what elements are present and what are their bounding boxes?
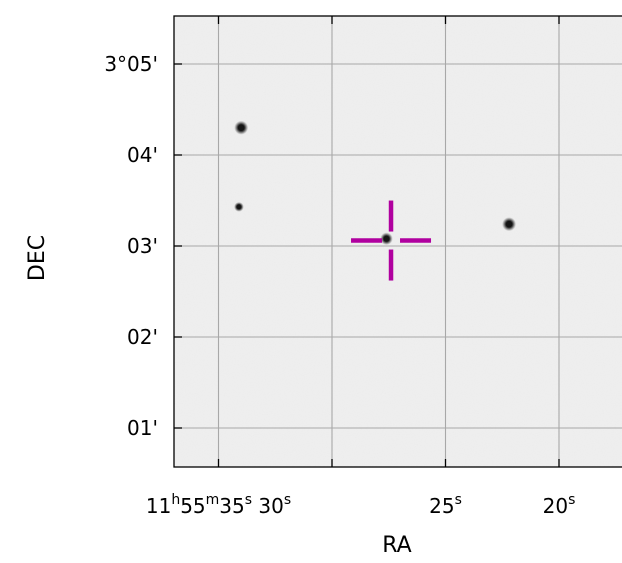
- x-tick-label-part: 30: [252, 494, 284, 518]
- sources: [234, 120, 517, 246]
- y-tick-label: 04': [127, 143, 158, 167]
- source-point: [236, 204, 242, 210]
- x-tick-labels: 11h55m35s 30s 25s 20s: [146, 492, 576, 518]
- x-tick-label: 11h55m35s 30s: [146, 492, 291, 518]
- x-tick-label-sup: s: [568, 492, 575, 508]
- x-tick-label-part: 25: [429, 494, 454, 518]
- y-tick-label: 02': [127, 325, 158, 349]
- source-point: [505, 220, 513, 228]
- x-tick-label-part: 55: [180, 494, 205, 518]
- x-axis-label: RA: [382, 533, 411, 558]
- x-tick-label-part: 20: [543, 494, 568, 518]
- source-point: [383, 235, 390, 242]
- source-point: [237, 124, 245, 131]
- x-tick-label-part: 11: [146, 494, 171, 518]
- target-marker: [351, 200, 432, 281]
- plot-area: [173, 15, 622, 468]
- x-tick-label-sup: h: [171, 492, 180, 508]
- y-axis-label: DEC: [25, 235, 50, 281]
- axis-ticks: [174, 16, 560, 467]
- y-tick-labels: 3°05' 04' 03' 02' 01': [104, 52, 158, 440]
- x-tick-label-sup: m: [206, 492, 220, 508]
- grid: [174, 16, 622, 467]
- x-tick-label-part: 35: [219, 494, 244, 518]
- plot-frame: [173, 15, 622, 468]
- x-tick-label-sup: s: [245, 492, 252, 508]
- x-tick-label-sup: s: [455, 492, 462, 508]
- y-tick-label: 3°05': [104, 52, 158, 76]
- y-tick-label: 01': [127, 416, 158, 440]
- sky-image-noise: [174, 16, 622, 467]
- x-tick-label: 25s: [429, 492, 462, 518]
- x-tick-label: 20s: [543, 492, 576, 518]
- y-tick-label: 03': [127, 234, 158, 258]
- x-tick-label-sup: s: [284, 492, 291, 508]
